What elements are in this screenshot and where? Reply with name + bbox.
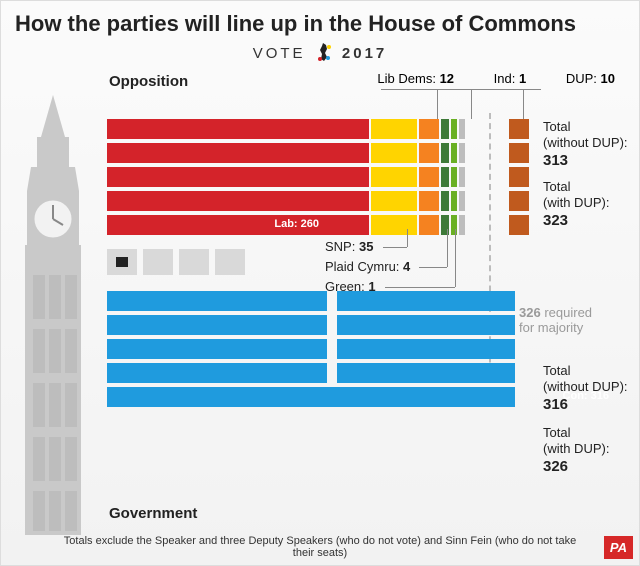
leader-line: [523, 89, 524, 119]
infographic-frame: How the parties will line up in the Hous…: [0, 0, 640, 566]
leader-line: [383, 247, 407, 248]
seat-gap: [327, 363, 337, 383]
government-bench-row: [107, 363, 615, 383]
seat-seg-gap: [471, 167, 505, 187]
seat-seg-ind: [459, 215, 465, 235]
seat-seg-con: [107, 363, 327, 383]
seat-seg-ind: [459, 191, 465, 211]
leader-line: [407, 229, 408, 247]
seat-seg-libdem: [419, 143, 439, 163]
callout-green: Green: 1: [325, 279, 376, 294]
seat-seg-dup: [509, 119, 529, 139]
opposition-bench-row: [107, 143, 615, 163]
seat-seg-snp: [371, 119, 417, 139]
seat-seg-gap: [471, 143, 505, 163]
callout-libdem: Lib Dems: 12: [359, 71, 454, 86]
seat-seg-labour: [107, 119, 369, 139]
seat-seg-gap: [471, 119, 505, 139]
seat-seg-libdem: [419, 191, 439, 211]
majority-note: 326 required for majority: [519, 305, 609, 335]
seat-seg-green: [451, 191, 457, 211]
leader-line: [381, 89, 541, 90]
uk-map-icon: [313, 41, 335, 67]
seat-seg-con: [107, 291, 327, 311]
main-title: How the parties will line up in the Hous…: [1, 1, 639, 39]
seat-seg-snp: [371, 167, 417, 187]
callout-ind: Ind: 1: [476, 71, 527, 86]
leader-line: [419, 267, 447, 268]
seat-seg-con: [337, 339, 515, 359]
seat-seg-con: [107, 315, 327, 335]
seat-seg-ind: [459, 143, 465, 163]
subtitle-year: 2017: [342, 45, 387, 62]
seat-seg-con: [337, 315, 515, 335]
seat-seg-con: [107, 339, 327, 359]
opposition-bench-row: Lab: 260: [107, 215, 615, 235]
opposition-benches: Lab: 260: [107, 119, 615, 235]
seat-seg-con: [107, 387, 515, 407]
seat-seg-con: [337, 291, 515, 311]
seat-seg-snp: [371, 191, 417, 211]
seat-seg-ind: [459, 119, 465, 139]
seat-seg-con: [337, 363, 515, 383]
big-ben-icon: [7, 95, 99, 535]
callout-snp: SNP: 35: [325, 239, 373, 254]
opposition-bench-row: [107, 191, 615, 211]
seat-seg-ind: [459, 167, 465, 187]
government-label: Government: [109, 505, 197, 522]
footer-note: Totals exclude the Speaker and three Dep…: [1, 535, 639, 559]
seat-seg-labour: [107, 215, 369, 235]
seat-seg-plaid: [441, 119, 449, 139]
seat-seg-plaid: [441, 191, 449, 211]
leader-line: [437, 89, 438, 119]
callout-dup: DUP: 10: [548, 71, 615, 86]
seat-seg-snp: [371, 143, 417, 163]
government-bench-row: [107, 339, 615, 359]
seat-seg-gap: [471, 215, 505, 235]
seat-seg-dup: [509, 191, 529, 211]
seat-seg-libdem: [419, 215, 439, 235]
seat-seg-plaid: [441, 143, 449, 163]
total-gov-without-dup: Total(without DUP):316: [543, 363, 628, 414]
seat-seg-plaid: [441, 167, 449, 187]
seat-seg-green: [451, 167, 457, 187]
seat-seg-green: [451, 143, 457, 163]
seat-seg-snp: [371, 215, 417, 235]
government-bench-row: Con: 316: [107, 387, 615, 407]
seat-gap: [327, 291, 337, 311]
top-callouts: Lib Dems: 12 Ind: 1 DUP: 10: [341, 71, 615, 86]
seat-seg-labour: [107, 167, 369, 187]
seat-seg-libdem: [419, 167, 439, 187]
seat-seg-gap: [471, 191, 505, 211]
speaker-box-deputy: [143, 249, 173, 275]
total-gov-with-dup: Total(with DUP):326: [543, 425, 609, 476]
leader-line: [455, 229, 456, 287]
callout-plaid: Plaid Cymru: 4: [325, 259, 410, 274]
seat-seg-labour: [107, 143, 369, 163]
speaker-box-deputy: [179, 249, 209, 275]
pa-badge: PA: [604, 536, 633, 559]
seat-seg-green: [451, 215, 457, 235]
seat-seg-dup: [509, 215, 529, 235]
subtitle: VOTE 2017: [1, 39, 639, 75]
seat-gap: [327, 315, 337, 335]
total-opp-without-dup: Total(without DUP):313: [543, 119, 628, 170]
seat-seg-labour: [107, 191, 369, 211]
seat-gap: [327, 339, 337, 359]
leader-line: [471, 89, 472, 119]
opposition-bench-row: [107, 119, 615, 139]
leader-line: [447, 229, 448, 267]
seat-seg-dup: [509, 143, 529, 163]
seat-seg-libdem: [419, 119, 439, 139]
seat-seg-green: [451, 119, 457, 139]
total-opp-with-dup: Total(with DUP):323: [543, 179, 609, 230]
opposition-bench-row: [107, 167, 615, 187]
leader-line: [385, 287, 455, 288]
inline-label-labour: Lab: 260: [274, 218, 319, 230]
opposition-label: Opposition: [109, 73, 188, 90]
subtitle-prefix: VOTE: [253, 45, 306, 62]
speaker-box-speaker: [107, 249, 137, 275]
seat-seg-dup: [509, 167, 529, 187]
speaker-box-deputy: [215, 249, 245, 275]
